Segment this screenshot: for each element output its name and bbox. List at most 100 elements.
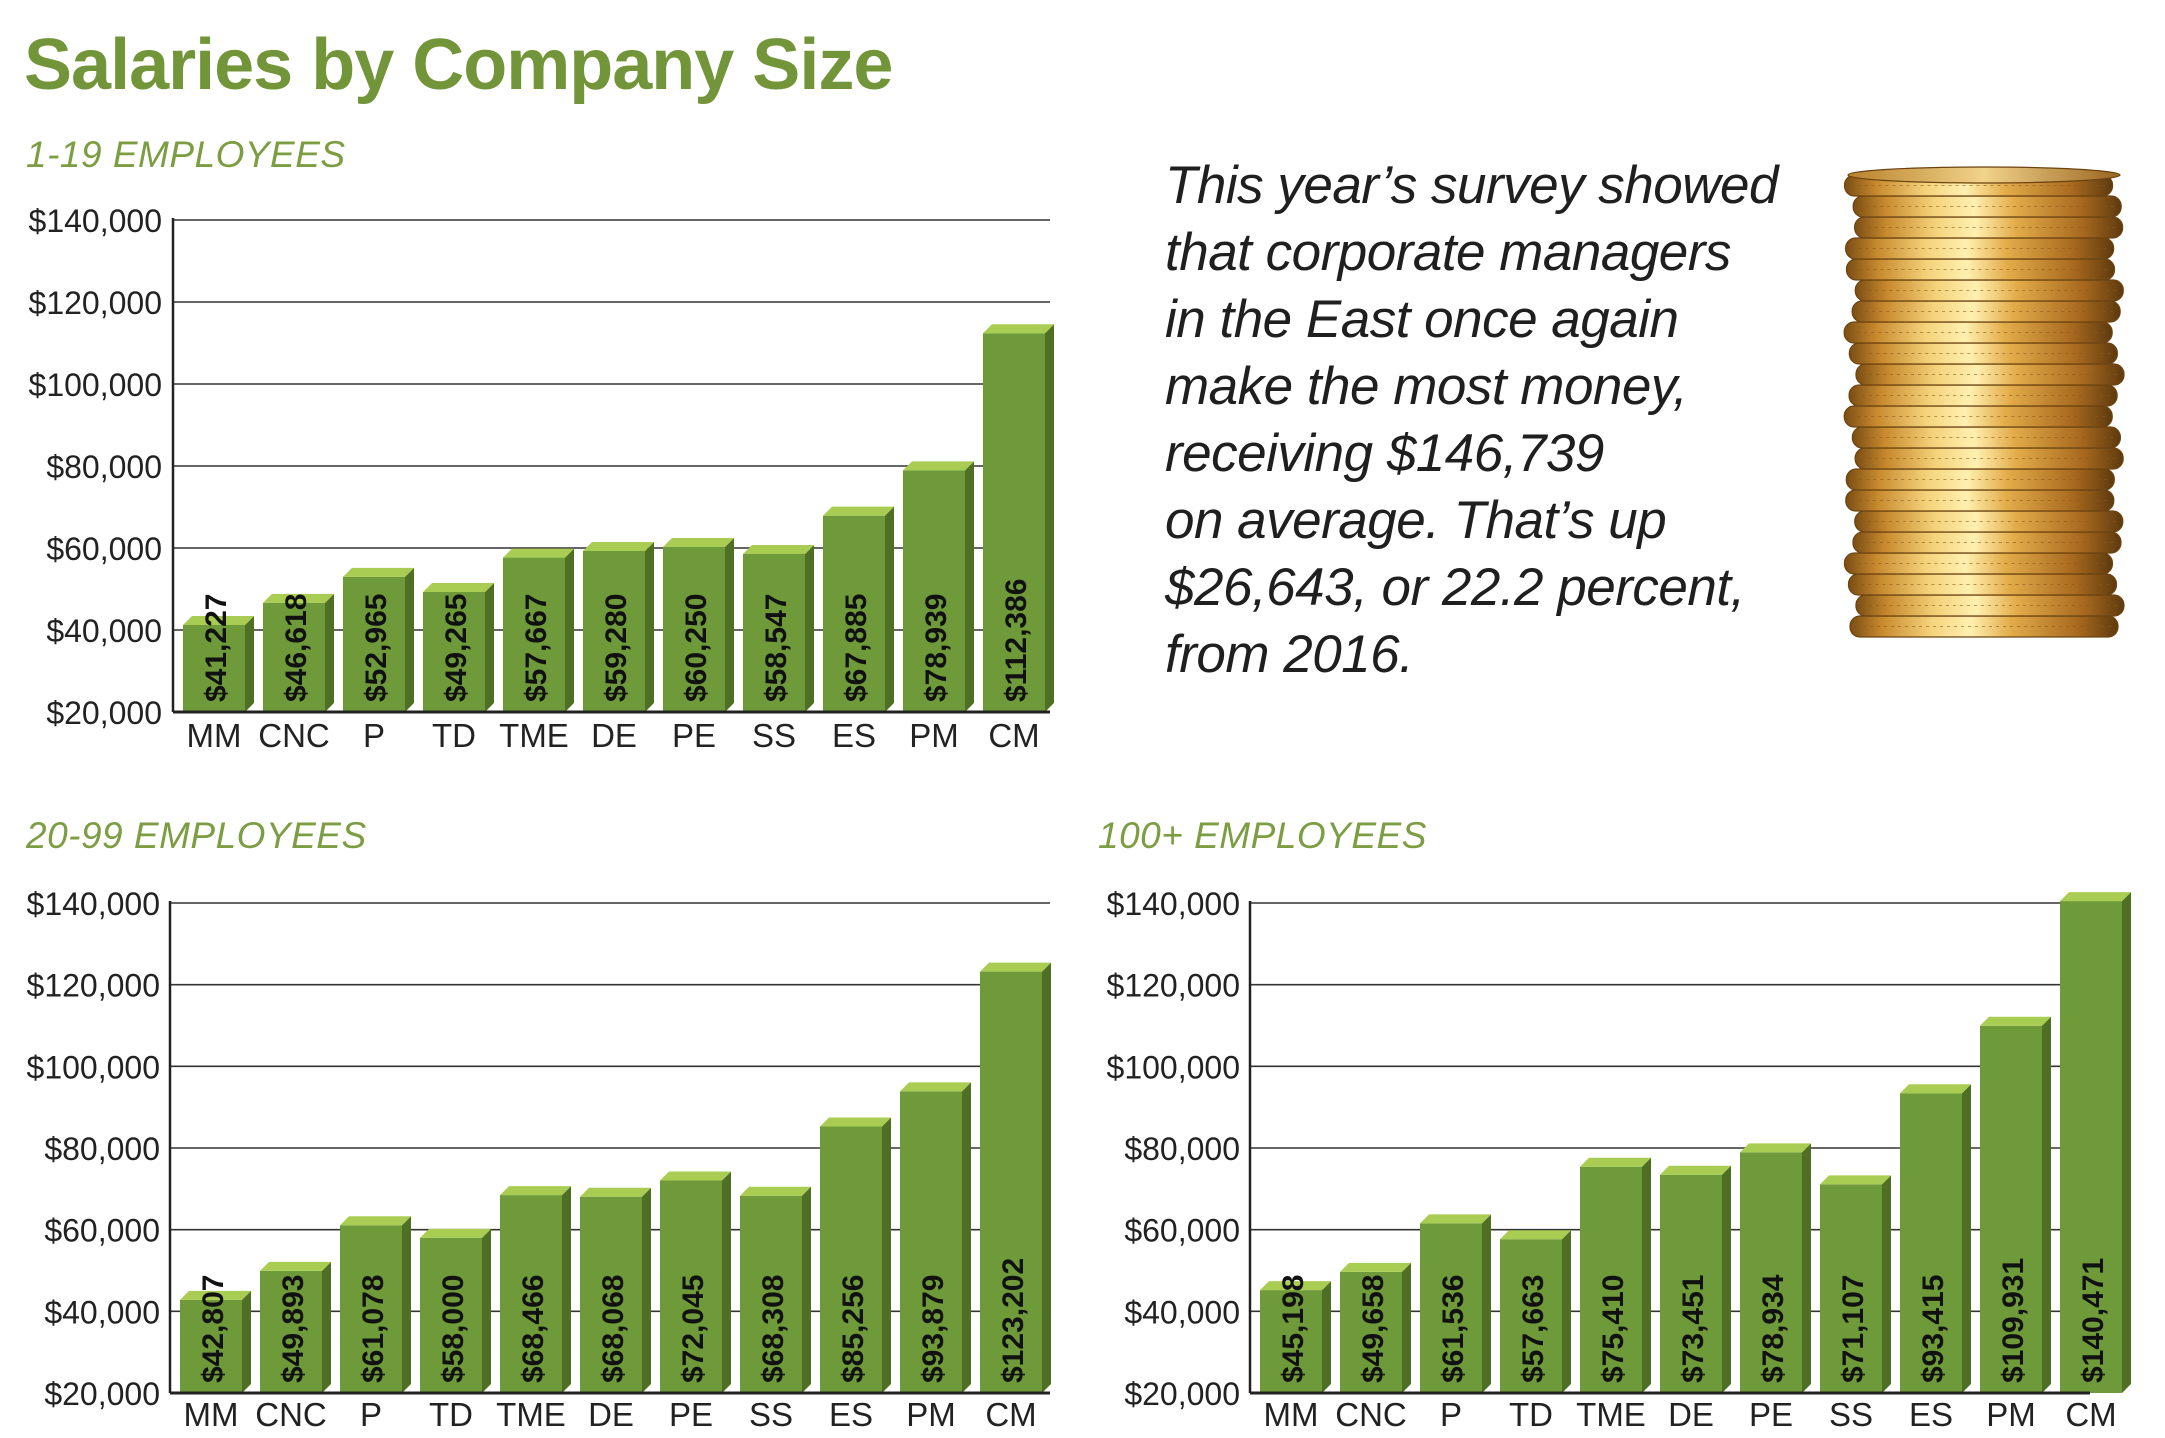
bar-side — [725, 537, 734, 712]
callout-line: that corporate managers — [1165, 223, 1731, 282]
x-category-label: MM — [187, 717, 242, 754]
bar-value-label: $57,667 — [520, 594, 553, 702]
page-title: Salaries by Company Size — [24, 25, 893, 105]
bar-front — [820, 1126, 882, 1393]
bar — [423, 583, 494, 712]
x-category-label: PE — [672, 717, 716, 754]
bar-value-label: $49,893 — [277, 1275, 310, 1383]
x-category-label: PM — [1986, 1396, 2036, 1433]
bar-side — [1722, 1165, 1731, 1393]
bar — [820, 1117, 891, 1393]
bar-front — [180, 1299, 242, 1393]
bar-front — [340, 1225, 402, 1393]
x-category-label: CNC — [255, 1396, 327, 1433]
bar — [1900, 1084, 1971, 1393]
bar-value-label: $59,280 — [600, 594, 633, 702]
x-category-label: PE — [1749, 1396, 1793, 1433]
bar-value-label: $75,410 — [1597, 1275, 1630, 1383]
x-category-label: PM — [906, 1396, 956, 1433]
bar-top — [583, 541, 654, 551]
bar-front — [260, 1270, 322, 1393]
y-tick-label: $40,000 — [44, 1294, 160, 1330]
bar-value-label: $72,045 — [677, 1275, 710, 1383]
chart-title-small-companies: 1-19 EMPLOYEES — [26, 134, 346, 175]
bar-front — [2060, 901, 2122, 1393]
bar-front — [183, 624, 245, 712]
bar-side — [962, 1082, 971, 1393]
bar-front — [343, 576, 405, 712]
bar-front — [983, 333, 1045, 712]
bar-front — [583, 550, 645, 712]
bar-value-label: $45,198 — [1277, 1275, 1310, 1383]
y-tick-label: $80,000 — [1124, 1131, 1240, 1167]
bar-value-label: $67,885 — [840, 594, 873, 702]
bar-side — [1882, 1175, 1891, 1393]
bar-top — [820, 1117, 891, 1127]
bar-side — [1562, 1230, 1571, 1393]
bar — [1980, 1016, 2051, 1393]
bar-front — [580, 1196, 642, 1393]
y-tick-label: $20,000 — [1124, 1376, 1240, 1412]
bar-front — [1420, 1223, 1482, 1393]
y-tick-label: $20,000 — [46, 695, 162, 731]
bar-top — [263, 593, 334, 603]
bar-top — [503, 548, 574, 558]
x-category-label: PM — [909, 717, 959, 754]
bar-side — [322, 1261, 331, 1393]
bar-value-label: $68,466 — [517, 1275, 550, 1383]
bar-front — [823, 515, 885, 712]
bar-front — [263, 602, 325, 712]
chart-title-large-companies: 100+ EMPLOYEES — [1098, 815, 1427, 856]
bar — [740, 1186, 811, 1393]
y-tick-label: $120,000 — [29, 285, 162, 321]
bar-side — [325, 593, 334, 712]
bar-top — [823, 506, 894, 516]
bar-value-label: $112,386 — [1000, 579, 1033, 702]
x-category-label: SS — [752, 717, 796, 754]
bar-value-label: $71,107 — [1837, 1275, 1870, 1383]
bar-front — [740, 1195, 802, 1393]
bar-front — [503, 557, 565, 712]
bar — [180, 1290, 251, 1393]
chart-title-medium-companies: 20-99 EMPLOYEES — [26, 815, 367, 856]
bar-side — [645, 541, 654, 712]
bar-value-label: $52,965 — [360, 594, 393, 702]
y-tick-label: $80,000 — [44, 1131, 160, 1167]
bar-side — [1042, 962, 1051, 1393]
bar-front — [900, 1091, 962, 1393]
callout-line: $26,643, or 22.2 percent, — [1165, 558, 1745, 617]
bar-top — [660, 1171, 731, 1181]
bar-side — [1322, 1281, 1331, 1393]
x-category-label: CM — [2065, 1396, 2116, 1433]
bar-side — [722, 1171, 731, 1393]
bar-front — [1340, 1271, 1402, 1393]
bar-top — [1980, 1016, 2051, 1026]
bar-value-label: $42,807 — [197, 1275, 230, 1383]
bar-top — [903, 461, 974, 471]
bar-front — [500, 1195, 562, 1393]
bar — [580, 1187, 651, 1393]
bar-top — [1580, 1157, 1651, 1167]
bar-front — [980, 971, 1042, 1393]
bar — [1580, 1157, 1651, 1393]
bar-chart-medium-companies: $20,000 $40,000 $60,000 $80,000 $100,000 $120… — [27, 886, 1051, 1433]
x-category-label: TME — [1576, 1396, 1646, 1433]
x-category-label: TD — [432, 717, 476, 754]
bar-side — [642, 1187, 651, 1393]
bar-value-label: $46,618 — [280, 594, 313, 702]
bar-side — [562, 1186, 571, 1393]
bar-top — [500, 1186, 571, 1196]
bar-value-label: $85,256 — [837, 1275, 870, 1383]
bar-side — [1402, 1262, 1411, 1393]
x-category-label: TD — [429, 1396, 473, 1433]
x-category-label: SS — [1829, 1396, 1873, 1433]
bar — [263, 593, 334, 712]
bar-value-label: $140,471 — [2077, 1258, 2110, 1383]
bar-front — [420, 1237, 482, 1393]
bar — [663, 537, 734, 712]
x-category-label: P — [1440, 1396, 1462, 1433]
y-tick-label: $100,000 — [1107, 1049, 1240, 1085]
bar-side — [2122, 892, 2131, 1393]
bar-top — [983, 324, 1054, 334]
y-tick-label: $100,000 — [29, 367, 162, 403]
